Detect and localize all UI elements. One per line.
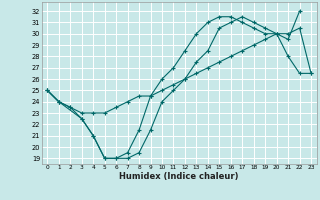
X-axis label: Humidex (Indice chaleur): Humidex (Indice chaleur) [119, 172, 239, 181]
